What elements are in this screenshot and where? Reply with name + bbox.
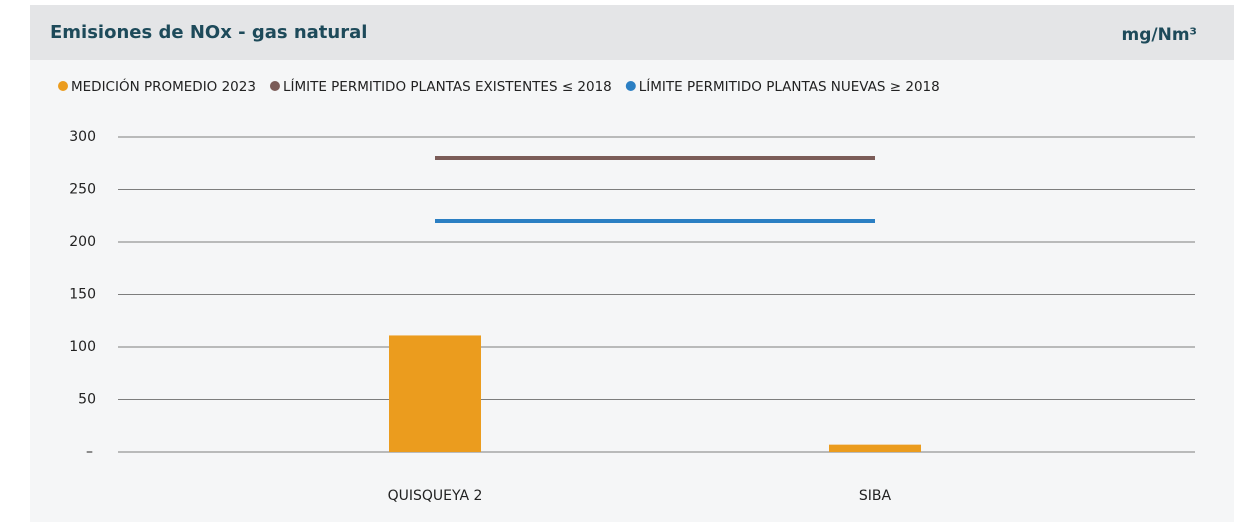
y-tick-label: 100 bbox=[69, 339, 96, 355]
y-tick-label: – bbox=[86, 444, 93, 460]
legend-marker bbox=[58, 81, 68, 91]
header-band bbox=[30, 5, 1234, 60]
y-tick-label: 250 bbox=[69, 182, 96, 198]
x-tick-label: QUISQUEYA 2 bbox=[388, 488, 483, 504]
bar bbox=[829, 444, 921, 452]
bar bbox=[389, 335, 481, 452]
legend-label: LÍMITE PERMITIDO PLANTAS EXISTENTES ≤ 20… bbox=[283, 78, 612, 95]
y-tick-label: 200 bbox=[69, 234, 96, 250]
chart-title: Emisiones de NOx - gas natural bbox=[50, 22, 367, 43]
y-tick-label: 50 bbox=[78, 392, 96, 408]
legend-marker bbox=[269, 81, 280, 91]
unit-label: mg/Nm³ bbox=[1122, 25, 1197, 45]
legend-label: LÍMITE PERMITIDO PLANTAS NUEVAS ≥ 2018 bbox=[639, 78, 940, 95]
y-tick-label: 150 bbox=[69, 287, 96, 303]
legend-label: MEDICIÓN PROMEDIO 2023 bbox=[71, 77, 256, 95]
x-tick-label: SIBA bbox=[859, 488, 892, 504]
y-tick-label: 300 bbox=[69, 129, 96, 145]
chart-background bbox=[30, 60, 1234, 522]
legend-marker bbox=[625, 81, 636, 91]
